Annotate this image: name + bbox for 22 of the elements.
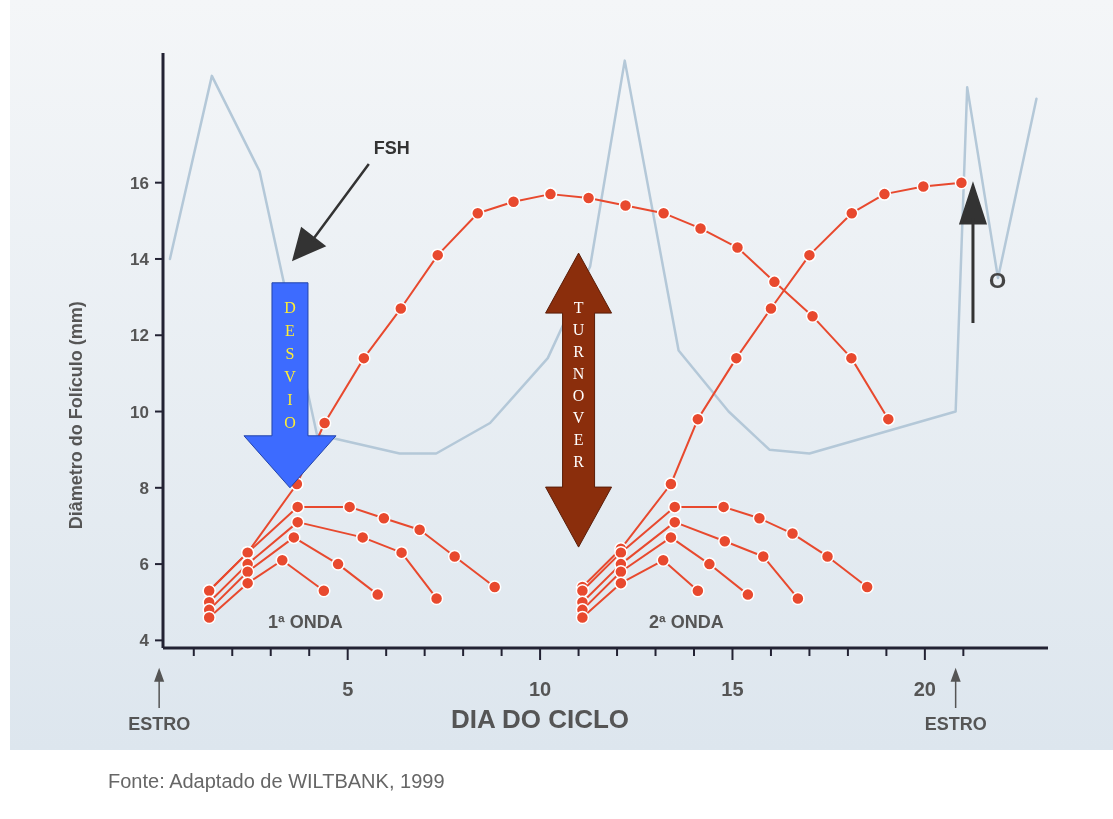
y-tick-label: 8	[139, 478, 149, 498]
annotation: DESVIO	[284, 298, 297, 431]
y-tick-label: 4	[139, 631, 150, 651]
y-tick-label: 14	[130, 249, 150, 269]
x-tick-label: 20	[913, 678, 936, 700]
text: ESTRO	[924, 714, 987, 734]
y-tick-label: 10	[130, 402, 149, 422]
y-axis-title: Diâmetro do Folículo (mm)	[66, 301, 86, 530]
source-note: Fonte: Adaptado de WILTBANK, 1999	[108, 770, 445, 792]
y-tick-label: 12	[130, 326, 149, 346]
annotation: O	[988, 268, 1007, 294]
x-axis-title: DIA DO CICLO	[450, 704, 630, 734]
annotation: 1ª ONDA	[268, 612, 343, 633]
y-tick-label: 6	[139, 555, 149, 575]
annotation: FSH	[373, 137, 410, 158]
x-tick-label: 10	[528, 678, 552, 700]
x-tick-label: 15	[721, 678, 744, 700]
annotation: 2ª ONDA	[648, 612, 724, 633]
annotation: TURNOVER	[572, 299, 585, 471]
x-tick-label: 5	[342, 678, 354, 700]
y-tick-label: 16	[130, 173, 149, 193]
text: ESTRO	[128, 714, 191, 734]
